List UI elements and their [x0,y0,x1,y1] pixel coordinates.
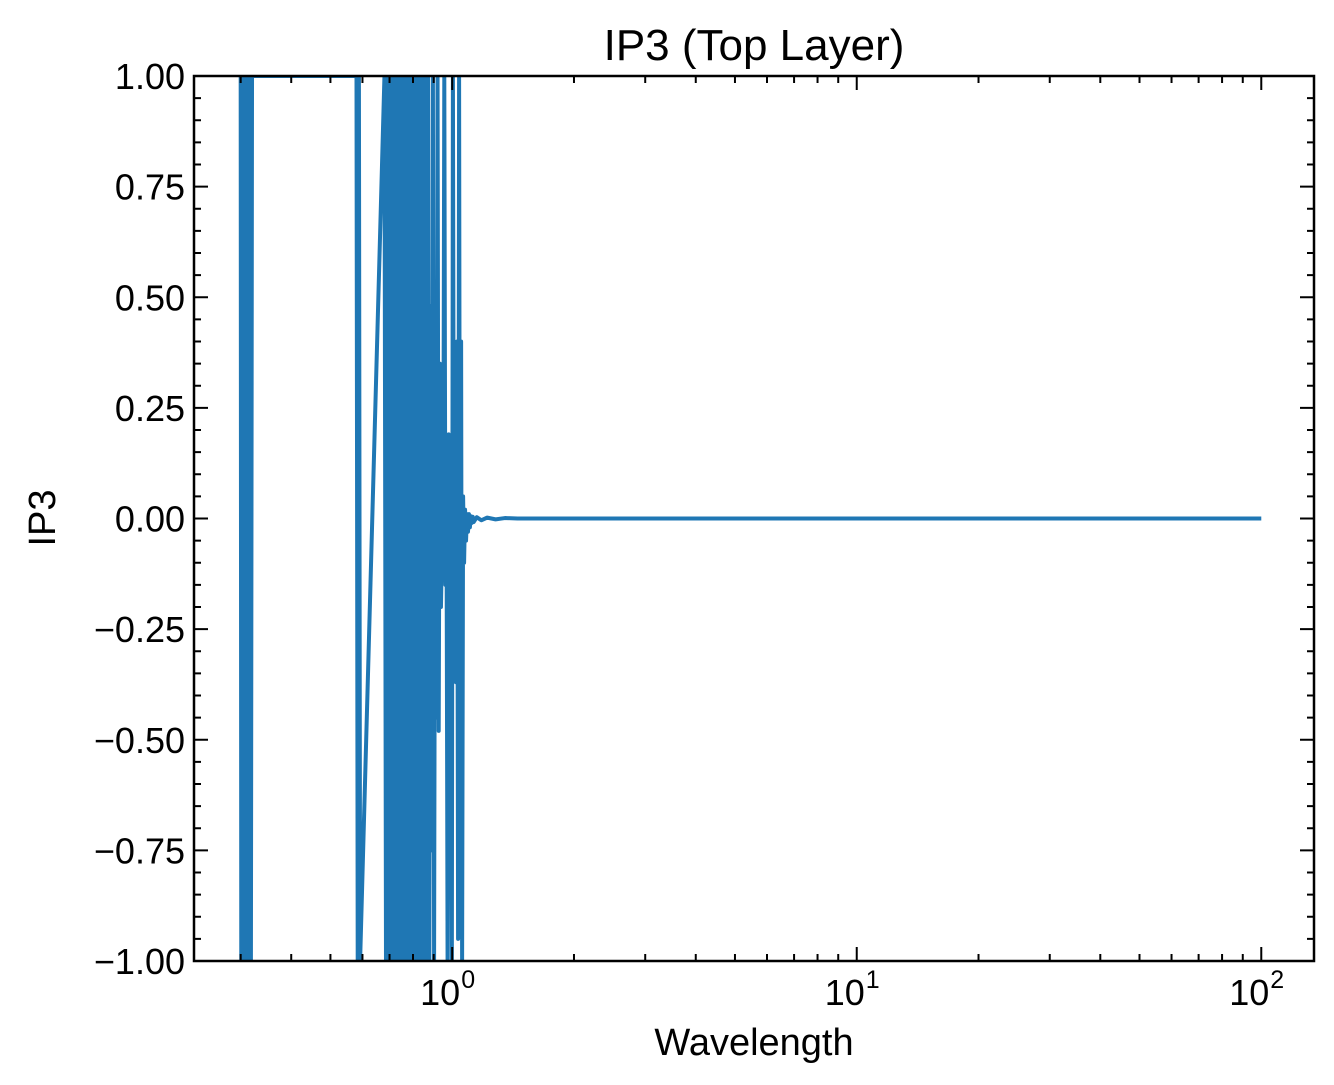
y-tick-label: 0.50 [115,277,185,318]
y-tick-label: −1.00 [94,941,185,982]
x-tick-label-exponent: 1 [866,966,880,994]
y-tick-label: −0.75 [94,830,185,871]
x-tick-label: 10 2 [1229,966,1284,1013]
x-tick-label-base: 10 [825,972,865,1013]
x-tick-label-base: 10 [420,972,460,1013]
x-tick-label-base: 10 [1229,972,1269,1013]
y-tick-label: 0.25 [115,388,185,429]
x-tick-label-exponent: 2 [1270,966,1284,994]
series-layer [238,76,1262,961]
x-tick-label: 10 1 [825,966,880,1013]
y-tick-label: −0.25 [94,609,185,650]
series-line-0 [238,76,1262,961]
chart-title: IP3 (Top Layer) [604,21,905,70]
tick-labels: −1.00 −0.75 −0.50 −0.25 0.00 0.25 0.50 0.75 1.00… [94,56,1284,1013]
x-axis-label: Wavelength [654,1022,853,1064]
plot-frame [192,74,1316,963]
y-tick-label: −0.50 [94,720,185,761]
x-tick-label: 10 0 [420,966,475,1013]
x-tick-label-exponent: 0 [461,966,475,994]
y-tick-label: 0.00 [115,499,185,540]
y-tick-label: 1.00 [115,56,185,97]
y-tick-label: 0.75 [115,167,185,208]
y-axis-label: IP3 [22,489,64,546]
